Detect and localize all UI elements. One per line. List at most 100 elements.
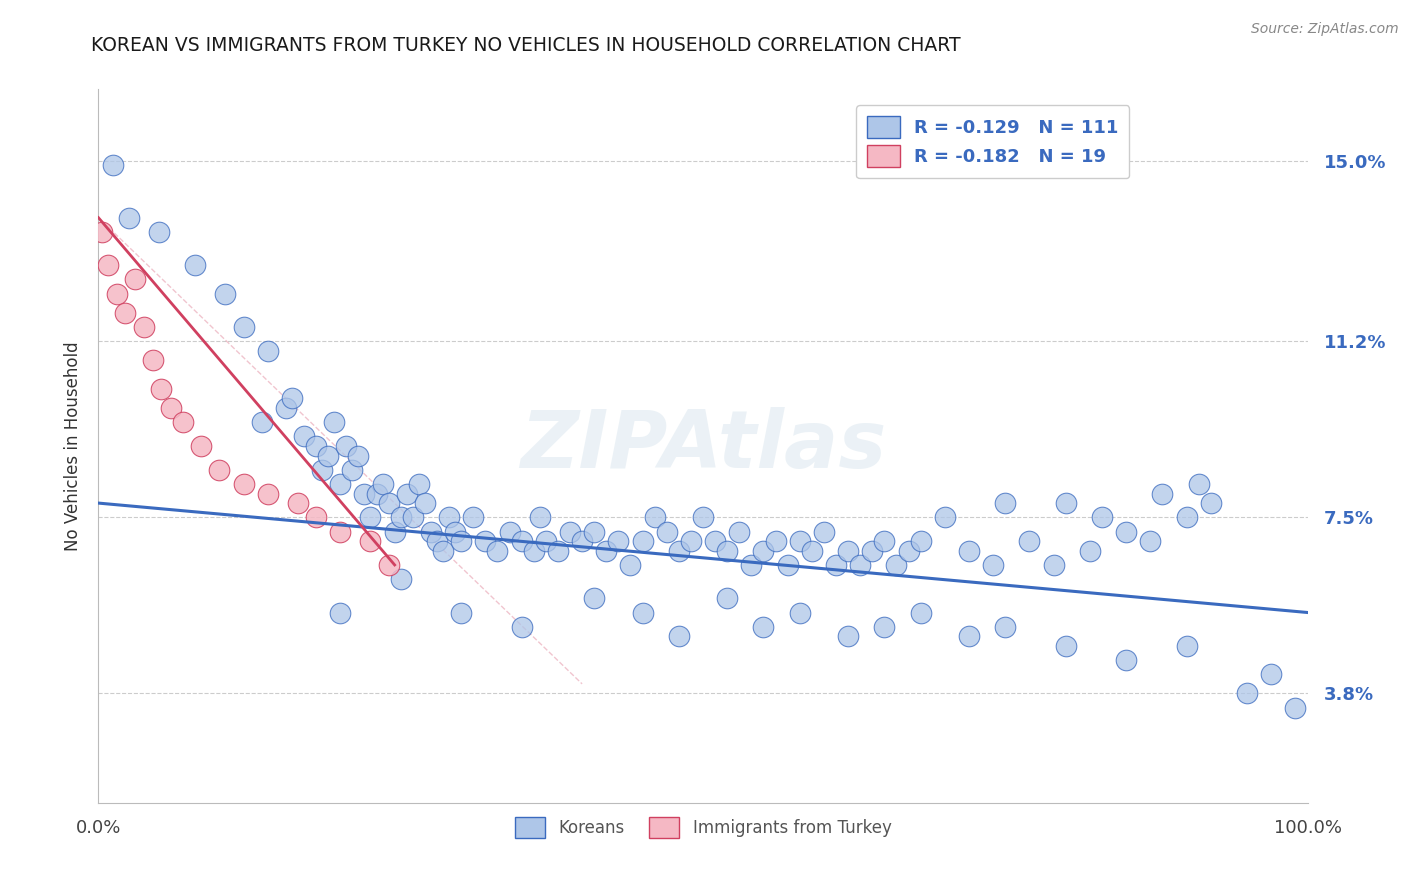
Point [172,415,194,429]
Point [957,543,980,558]
Point [342,463,364,477]
Point [583,524,606,539]
Point [329,524,352,539]
Point [486,543,509,558]
Point [413,496,436,510]
Point [395,486,418,500]
Point [716,543,738,558]
Point [789,534,811,549]
Point [287,496,309,510]
Point [311,463,333,477]
Point [728,524,751,539]
Text: ZIPAtlas: ZIPAtlas [520,407,886,485]
Point [1054,639,1077,653]
Point [1188,477,1211,491]
Point [437,510,460,524]
Point [1175,510,1198,524]
Point [420,524,443,539]
Point [534,534,557,549]
Point [1054,496,1077,510]
Point [668,543,690,558]
Point [335,439,357,453]
Point [208,463,231,477]
Point [450,606,472,620]
Point [323,415,346,429]
Point [114,306,136,320]
Point [97,258,120,272]
Legend: Koreans, Immigrants from Turkey: Koreans, Immigrants from Turkey [508,811,898,845]
Point [463,510,485,524]
Point [873,620,896,634]
Point [679,534,702,549]
Point [607,534,630,549]
Point [329,477,352,491]
Point [498,524,520,539]
Point [704,534,727,549]
Point [371,477,394,491]
Point [250,415,273,429]
Point [232,320,254,334]
Point [1236,686,1258,700]
Point [1115,653,1137,667]
Point [655,524,678,539]
Y-axis label: No Vehicles in Household: No Vehicles in Household [63,341,82,551]
Point [1199,496,1222,510]
Point [292,429,315,443]
Point [886,558,908,572]
Point [360,510,382,524]
Point [529,510,551,524]
Point [716,591,738,606]
Point [789,606,811,620]
Point [150,382,173,396]
Point [305,439,328,453]
Point [389,572,412,586]
Point [910,534,932,549]
Point [160,401,183,415]
Point [256,343,278,358]
Point [1042,558,1064,572]
Point [329,606,352,620]
Point [994,496,1017,510]
Point [232,477,254,491]
Point [523,543,546,558]
Point [981,558,1004,572]
Point [124,272,146,286]
Point [740,558,762,572]
Point [510,534,533,549]
Point [1091,510,1114,524]
Point [384,524,406,539]
Point [631,606,654,620]
Point [190,439,212,453]
Point [860,543,883,558]
Point [389,510,412,524]
Point [148,225,170,239]
Point [510,620,533,634]
Point [692,510,714,524]
Point [256,486,278,500]
Point [752,543,775,558]
Point [547,543,569,558]
Point [450,534,472,549]
Point [377,496,399,510]
Point [752,620,775,634]
Point [274,401,297,415]
Point [595,543,617,558]
Point [1078,543,1101,558]
Point [281,392,304,406]
Point [305,510,328,524]
Point [910,606,932,620]
Point [1115,524,1137,539]
Point [825,558,848,572]
Point [558,524,581,539]
Point [105,286,128,301]
Point [583,591,606,606]
Point [1260,667,1282,681]
Point [101,158,124,172]
Point [837,543,859,558]
Point [91,225,114,239]
Point [474,534,496,549]
Point [934,510,956,524]
Point [849,558,872,572]
Point [1139,534,1161,549]
Point [214,286,236,301]
